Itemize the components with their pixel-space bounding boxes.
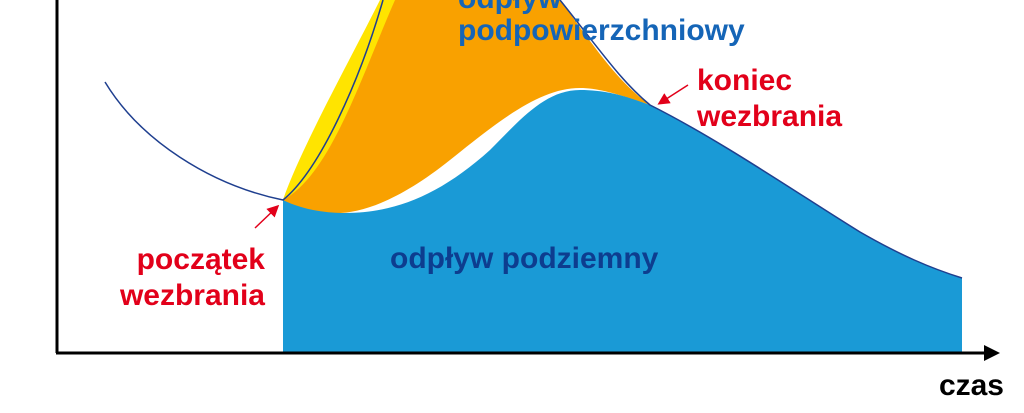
subsurface-runoff-area: [283, 0, 650, 214]
flood-end-label-line1: koniec: [697, 64, 792, 97]
flood-end-label-line2: wezbrania: [696, 100, 842, 133]
hydrograph-line: [104, 0, 384, 201]
subsurface-label-line2: podpowierzchniowy: [458, 14, 745, 47]
time-axis-label: czas: [939, 369, 1004, 402]
subsurface-label-line1: odpływ: [458, 0, 562, 15]
flood-start-arrow: [254, 204, 280, 229]
x-axis-arrowhead: [984, 345, 1000, 361]
flood-start-label-line1: początek: [137, 243, 266, 276]
groundwater-runoff-area: [283, 90, 962, 352]
flood-start-label-line2: wezbrania: [119, 279, 265, 312]
flood-end-arrow: [657, 84, 689, 105]
hydrograph-falling-limb: [559, 0, 963, 279]
groundwater-label: odpływ podziemny: [390, 242, 659, 275]
